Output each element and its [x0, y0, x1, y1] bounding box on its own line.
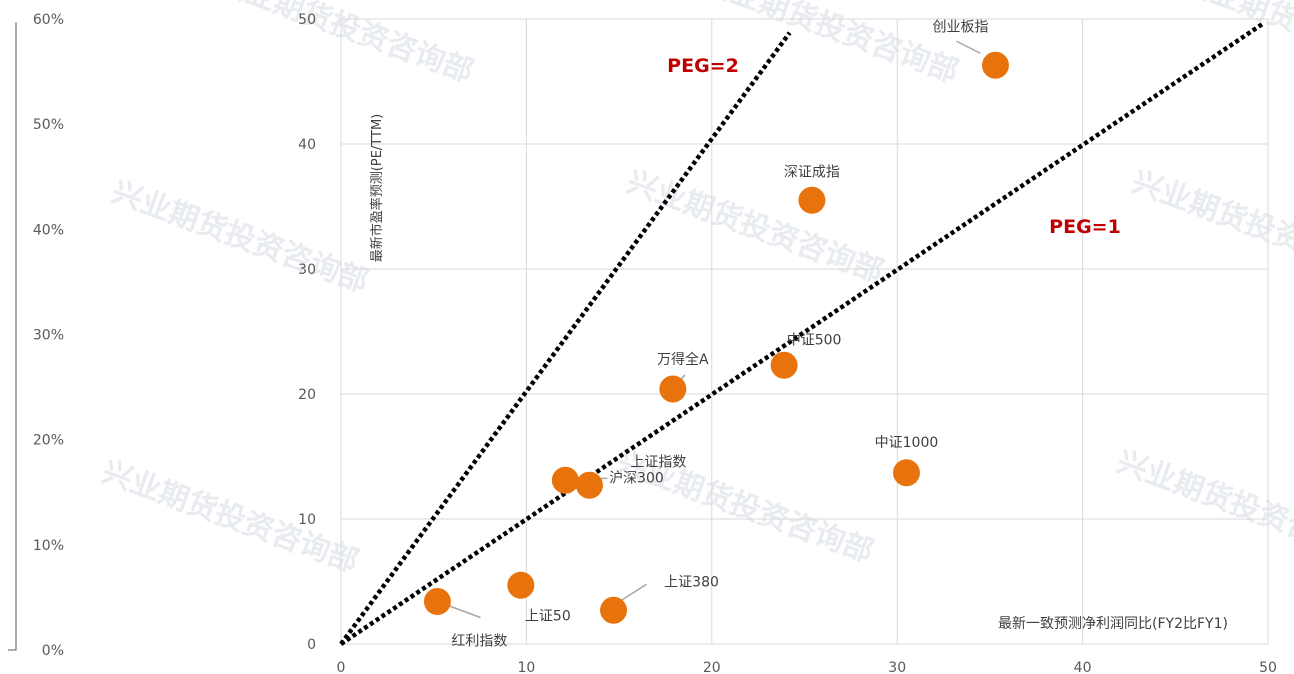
x-tick-label: 40 [1074, 660, 1092, 674]
y-tick-label: 10 [298, 512, 316, 528]
y-tick-label: 40 [298, 137, 316, 153]
secondary-axis-line [8, 22, 17, 651]
watermark-text: 兴业期货投资咨询部 [622, 165, 888, 290]
y-tick-label: 50 [298, 12, 316, 28]
y-tick-label: 0 [307, 637, 316, 653]
y-tick-label: 20 [298, 387, 316, 403]
x-tick-label: 0 [337, 660, 346, 674]
reference-line-label: PEG=1 [1049, 216, 1121, 238]
data-point [981, 51, 1009, 79]
data-label: 上证380 [664, 574, 719, 590]
y-axis-ticks: 0 10 20 30 40 50 [298, 12, 316, 653]
data-point [892, 459, 920, 487]
data-point [507, 571, 535, 599]
data-point [659, 375, 687, 403]
watermark-text: 兴业期货投资咨询部 [1127, 165, 1294, 290]
secondary-tick-label: 10% [33, 538, 64, 554]
data-label: 创业板指 [932, 19, 988, 35]
watermark-text: 兴业期货投资咨询部 [212, 0, 478, 90]
watermark-text: 兴业期货投资咨询部 [1177, 0, 1294, 90]
watermark-text: 兴业期货投资咨询部 [1112, 445, 1294, 570]
data-label: 上证50 [525, 608, 571, 624]
x-axis-title: 最新一致预测净利润同比(FY2比FY1) [998, 616, 1228, 632]
watermark-text: 兴业期货投资咨询部 [107, 175, 373, 300]
secondary-axis: 0% 10% 20% 30% 40% 50% 60% [8, 12, 64, 659]
data-label: 红利指数 [451, 634, 507, 650]
secondary-tick-label: 50% [33, 117, 64, 133]
reference-line-label: PEG=2 [667, 55, 739, 77]
x-axis-ticks: 0 10 20 30 40 50 [337, 660, 1277, 674]
data-label: 中证1000 [875, 435, 939, 451]
secondary-tick-label: 60% [33, 12, 64, 28]
secondary-tick-label: 20% [33, 433, 64, 449]
reference-line [339, 31, 792, 646]
data-label: 深证成指 [784, 164, 840, 180]
watermark-text: 兴业期货投资咨询部 [97, 455, 363, 580]
data-label: 万得全A [657, 351, 709, 368]
data-point [798, 186, 826, 214]
secondary-tick-label: 40% [33, 222, 64, 238]
y-axis-title: 最新市盈率预测(PE/TTM) [369, 114, 385, 262]
data-label: 中证500 [787, 332, 842, 348]
grid [340, 18, 1269, 645]
reference-lines: PEG=2 PEG=1 [339, 20, 1266, 646]
data-point [551, 466, 579, 494]
x-tick-label: 30 [888, 660, 906, 674]
data-point [770, 351, 798, 379]
data-label: 上证指数 [630, 454, 686, 470]
data-label: 沪深300 [609, 470, 664, 486]
data-point [575, 471, 603, 499]
x-tick-label: 50 [1259, 660, 1277, 674]
data-point [600, 596, 628, 624]
leader-line [956, 40, 981, 54]
x-tick-label: 20 [703, 660, 721, 674]
y-tick-label: 30 [298, 262, 316, 278]
secondary-tick-label: 0% [42, 643, 64, 659]
secondary-tick-label: 30% [33, 328, 64, 344]
data-point [423, 588, 451, 615]
x-tick-label: 10 [517, 660, 535, 674]
reference-line [339, 20, 1266, 646]
